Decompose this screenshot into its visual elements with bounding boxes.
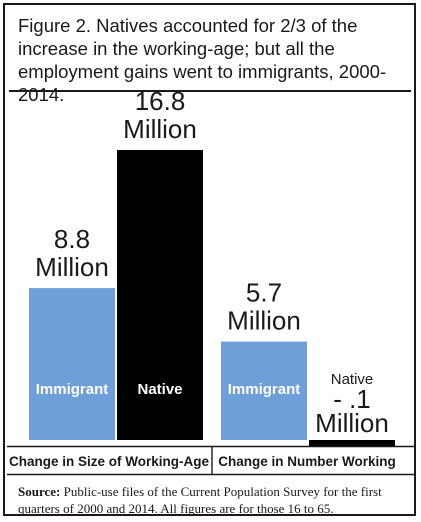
source-text: Public-use files of the Current Populati… — [18, 484, 382, 516]
bar-immigrant-2 — [221, 341, 307, 440]
data-label-unit-native-2: Million — [315, 408, 389, 438]
bar-series-label-native-1: Native — [137, 381, 182, 398]
bar-series-label-native-2: Native — [331, 371, 374, 388]
data-label-unit-immigrant-2: Million — [227, 306, 301, 336]
source-note: Source: Public-use files of the Current … — [18, 483, 410, 517]
bar-native-2 — [309, 440, 395, 446]
data-label-value-immigrant-1: 8.8 — [54, 224, 90, 254]
source-label: Source: — [18, 484, 61, 499]
bar-immigrant-1 — [29, 288, 115, 440]
x-tick-label-2: Change in Number Working — [218, 454, 396, 469]
bar-native-1 — [117, 150, 203, 440]
figure-title: Figure 2. Natives accounted for 2/3 of t… — [18, 15, 387, 105]
bar-series-label-immigrant-2: Immigrant — [228, 381, 301, 398]
data-label-value-immigrant-2: 5.7 — [246, 278, 282, 308]
x-tick-label-1: Change in Size of Working-Age — [9, 454, 210, 469]
data-label-value-native-2: - .1 — [333, 384, 371, 414]
bar-series-label-immigrant-1: Immigrant — [36, 381, 109, 398]
data-label-value-native-1: 16.8 — [135, 86, 186, 116]
data-label-unit-immigrant-1: Million — [35, 252, 109, 282]
title-divider — [9, 90, 411, 92]
data-label-unit-native-1: Million — [123, 114, 197, 144]
